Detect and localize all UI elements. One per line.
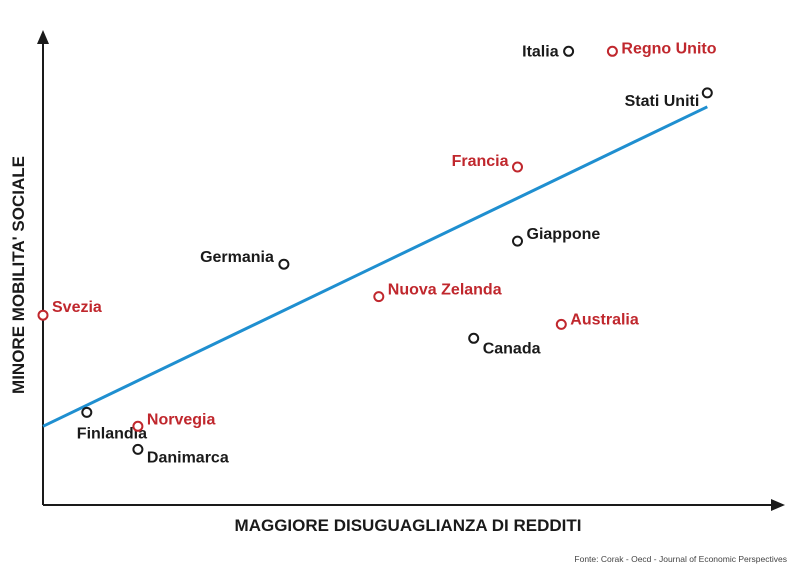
point-marker-giappone <box>512 235 523 247</box>
point-marker-nuova-zelanda <box>373 291 385 303</box>
point-marker-australia <box>555 318 567 330</box>
point-marker-norvegia <box>132 420 144 432</box>
point-marker-danimarca <box>132 443 144 455</box>
point-label-australia: Australia <box>570 311 639 328</box>
point-label-italia: Italia <box>522 43 559 60</box>
point-label-danimarca: Danimarca <box>147 449 229 466</box>
point-marker-germania <box>278 258 290 270</box>
source-note: Fonte: Corak - Oecd - Journal of Economi… <box>574 554 787 564</box>
x-axis-arrow <box>771 499 785 511</box>
point-marker-finlandia <box>81 406 93 418</box>
point-label-svezia: Svezia <box>52 299 102 316</box>
x-axis-label: MAGGIORE DISUGUAGLIANZA DI REDDITI <box>235 516 582 535</box>
data-points: Italia Regno Unito Stati Uniti Francia Giapp… <box>37 40 717 466</box>
point-label-germania: Germania <box>200 249 274 266</box>
point-label-norvegia: Norvegia <box>147 411 216 428</box>
point-marker-francia <box>512 161 523 173</box>
point-marker-canada <box>468 332 480 344</box>
point-label-canada: Canada <box>483 340 541 357</box>
point-marker-svezia <box>37 309 49 321</box>
point-label-regno-unito: Regno Unito <box>621 40 716 57</box>
point-label-giappone: Giappone <box>527 226 601 243</box>
y-axis-arrow <box>37 30 49 44</box>
axes <box>37 30 785 511</box>
point-label-finlandia: Finlandia <box>77 425 147 442</box>
y-axis-label: MINORE MOBILITA' SOCIALE <box>9 156 28 394</box>
point-label-francia: Francia <box>452 153 509 170</box>
point-marker-regno-unito <box>606 45 618 57</box>
point-label-nuova-zelanda: Nuova Zelanda <box>388 282 502 299</box>
point-label-stati-uniti: Stati Uniti <box>625 93 700 110</box>
point-marker-stati-uniti <box>701 87 713 99</box>
point-marker-italia <box>563 45 575 57</box>
trend-line <box>42 105 708 428</box>
